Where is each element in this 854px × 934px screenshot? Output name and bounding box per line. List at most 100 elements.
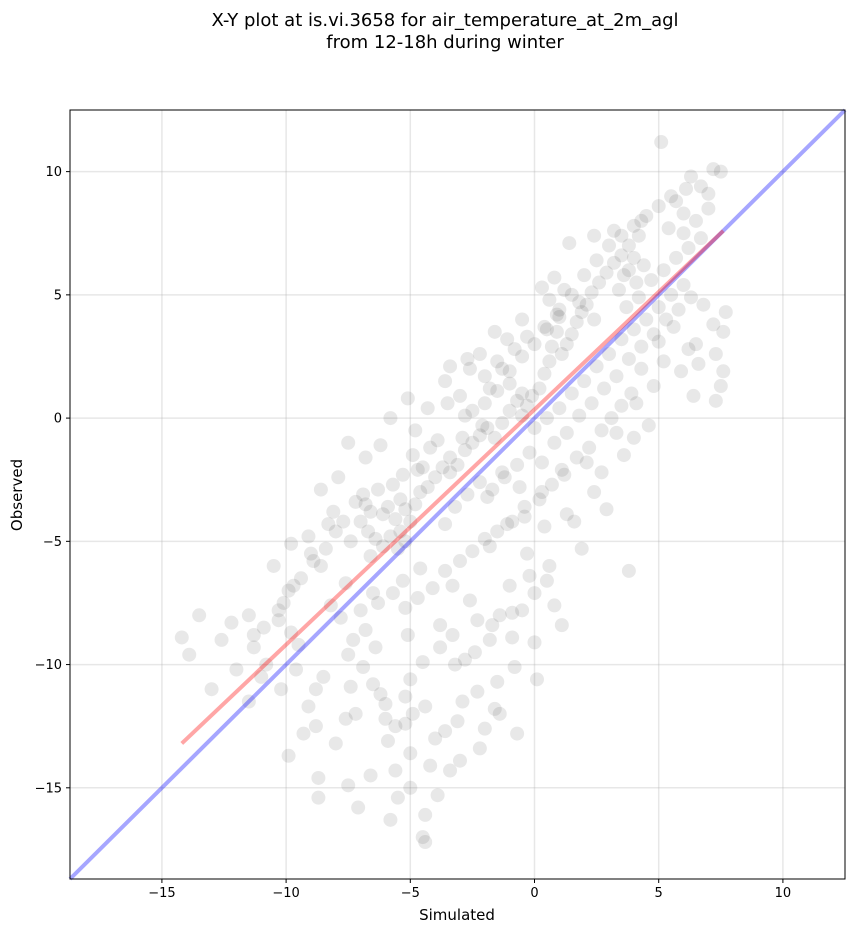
data-point-341 xyxy=(477,721,492,736)
data-point-41 xyxy=(403,672,418,687)
data-point-62 xyxy=(462,593,477,608)
data-point-194 xyxy=(599,265,614,280)
data-point-216 xyxy=(246,640,261,655)
data-point-49 xyxy=(418,835,433,850)
data-point-43 xyxy=(403,746,418,761)
data-point-315 xyxy=(510,457,525,472)
data-point-190 xyxy=(574,305,589,320)
data-points xyxy=(174,135,733,850)
data-point-66 xyxy=(475,418,490,433)
data-point-312 xyxy=(472,475,487,490)
data-point-171 xyxy=(472,428,487,443)
data-point-162 xyxy=(408,497,423,512)
data-point-42 xyxy=(398,716,413,731)
data-point-255 xyxy=(378,697,393,712)
data-point-14 xyxy=(296,726,311,741)
data-point-368 xyxy=(626,250,641,265)
data-point-274 xyxy=(639,208,654,223)
y-tick-label-5: 10 xyxy=(45,165,62,180)
data-point-84 xyxy=(537,519,552,534)
data-point-120 xyxy=(654,135,669,150)
data-point-17 xyxy=(311,770,326,785)
data-point-224 xyxy=(438,563,453,578)
data-point-189 xyxy=(569,314,584,329)
x-tick-label-4: 5 xyxy=(655,886,663,901)
data-point-74 xyxy=(502,578,517,593)
plot-frame xyxy=(69,109,846,880)
data-point-176 xyxy=(510,393,525,408)
data-point-276 xyxy=(664,189,679,204)
data-point-239 xyxy=(624,386,639,401)
data-point-157 xyxy=(380,499,395,514)
data-point-288 xyxy=(539,411,554,426)
data-point-85 xyxy=(542,558,557,573)
data-point-230 xyxy=(517,499,532,514)
data-point-70 xyxy=(490,674,505,689)
data-point-177 xyxy=(515,386,530,401)
data-point-363 xyxy=(644,273,659,288)
data-point-181 xyxy=(537,366,552,381)
data-point-325 xyxy=(634,339,649,354)
x-axis-ticks: −15 −10 −5 0 5 10 xyxy=(148,879,791,901)
data-point-73 xyxy=(500,517,515,532)
data-point-117 xyxy=(716,364,731,379)
data-point-321 xyxy=(584,396,599,411)
data-point-365 xyxy=(669,250,684,265)
data-point-113 xyxy=(706,317,721,332)
data-point-259 xyxy=(415,655,430,670)
data-point-282 xyxy=(465,403,480,418)
data-point-281 xyxy=(452,388,467,403)
data-point-71 xyxy=(492,706,507,721)
data-point-208 xyxy=(336,514,351,529)
data-point-22 xyxy=(326,504,341,519)
data-point-253 xyxy=(356,660,371,675)
data-point-213 xyxy=(281,583,296,598)
data-point-39 xyxy=(395,573,410,588)
data-point-357 xyxy=(507,342,522,357)
data-point-12 xyxy=(291,637,306,652)
data-point-188 xyxy=(564,327,579,342)
data-point-331 xyxy=(214,632,229,647)
data-point-266 xyxy=(539,322,554,337)
data-point-182 xyxy=(542,354,557,369)
data-point-168 xyxy=(450,457,465,472)
data-point-63 xyxy=(467,645,482,660)
data-point-23 xyxy=(338,576,353,591)
data-point-82 xyxy=(529,672,544,687)
data-point-225 xyxy=(452,554,467,569)
data-point-178 xyxy=(520,398,535,413)
data-point-163 xyxy=(413,485,428,500)
data-point-78 xyxy=(517,509,532,524)
data-point-350 xyxy=(542,292,557,307)
data-point-151 xyxy=(331,470,346,485)
data-point-349 xyxy=(363,768,378,783)
y-axis-label: Observed xyxy=(8,459,26,531)
data-point-54 xyxy=(438,517,453,532)
data-point-223 xyxy=(425,581,440,596)
data-point-150 xyxy=(341,435,356,450)
data-point-187 xyxy=(559,337,574,352)
data-point-159 xyxy=(393,492,408,507)
data-point-99 xyxy=(626,430,641,445)
data-point-68 xyxy=(482,539,497,554)
data-point-268 xyxy=(564,287,579,302)
data-point-152 xyxy=(313,482,328,497)
data-point-303 xyxy=(405,448,420,463)
data-point-340 xyxy=(443,763,458,778)
data-point-240 xyxy=(433,640,448,655)
data-point-348 xyxy=(390,790,405,805)
data-point-237 xyxy=(604,411,619,426)
y-tick-label-2: −5 xyxy=(43,535,62,550)
data-point-318 xyxy=(547,435,562,450)
data-point-301 xyxy=(430,433,445,448)
data-point-329 xyxy=(683,290,698,305)
data-point-215 xyxy=(256,620,271,635)
data-point-102 xyxy=(641,418,656,433)
data-point-130 xyxy=(631,228,646,243)
data-point-155 xyxy=(266,558,281,573)
data-point-292 xyxy=(589,359,604,374)
data-point-136 xyxy=(547,270,562,285)
data-point-352 xyxy=(557,282,572,297)
x-tick-label-3: 0 xyxy=(530,886,538,901)
